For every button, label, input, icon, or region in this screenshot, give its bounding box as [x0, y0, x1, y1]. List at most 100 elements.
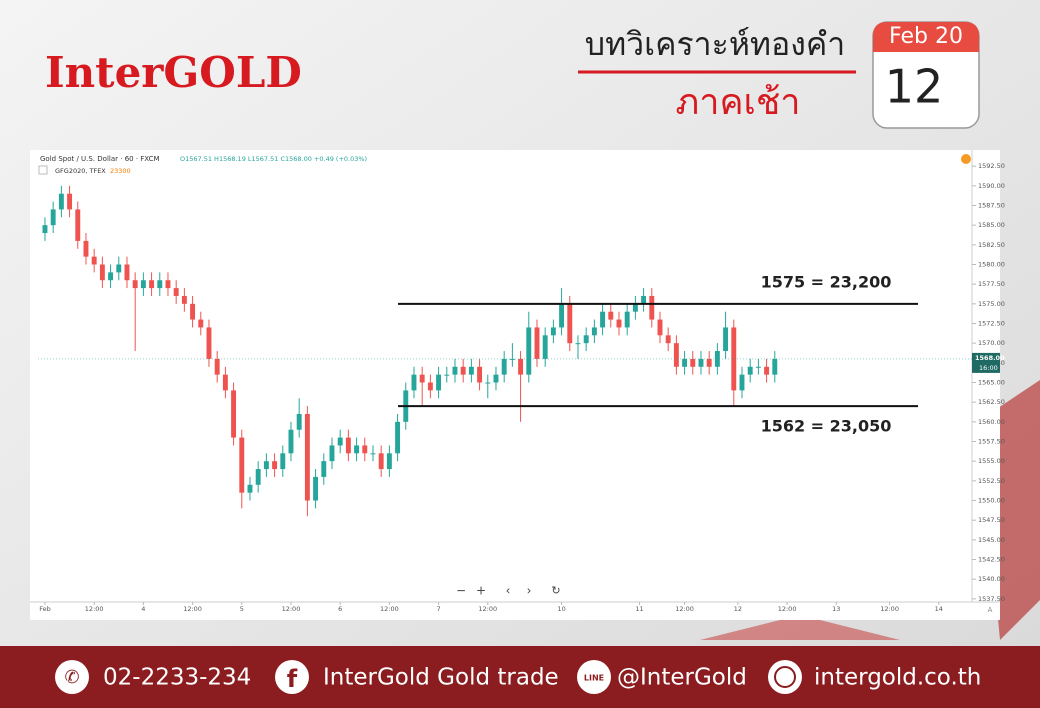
candle-body [99, 264, 105, 281]
x-tick-label: 12:00 [675, 605, 694, 613]
candle-body [157, 280, 163, 289]
candle-body [673, 343, 679, 367]
x-tick-label: 13 [832, 605, 840, 613]
candle-body [337, 437, 343, 446]
zoom-out[interactable]: − [456, 584, 466, 598]
zoom-in[interactable]: + [476, 584, 486, 598]
candle-body [427, 382, 433, 391]
last-price-label: 1568.00 [975, 354, 1005, 362]
facebook-icon [275, 660, 309, 694]
candle-body [280, 453, 286, 470]
candle-body [313, 476, 319, 501]
chart-title: Gold Spot / U.S. Dollar · 60 · FXCM [40, 155, 160, 163]
x-tick-label: 12:00 [85, 605, 104, 613]
level-label: 1562 = 23,050 [761, 417, 892, 436]
candle-body [657, 319, 663, 336]
candle-body [682, 358, 688, 367]
footer-bar [0, 646, 1040, 708]
candle-body [493, 374, 499, 383]
candle-body [173, 288, 179, 296]
candle-body [747, 366, 753, 375]
candle-body [214, 358, 220, 375]
line-icon [577, 660, 611, 694]
candle-body [485, 382, 491, 384]
candle-body [632, 303, 638, 312]
candle-body [444, 374, 450, 376]
candle-body [460, 366, 466, 375]
y-tick-label: 1575.00 [978, 300, 1005, 308]
x-tick-label: Feb [39, 605, 51, 613]
x-tick-label: 5 [240, 605, 244, 613]
x-tick-label: 7 [437, 605, 441, 613]
x-tick-label: 14 [935, 605, 943, 613]
candle-body [698, 358, 704, 367]
candle-body [222, 374, 228, 391]
x-tick-label: 12:00 [282, 605, 301, 613]
candle-body [591, 327, 597, 336]
x-tick-label: 10 [557, 605, 565, 613]
auto-scale[interactable]: A [988, 606, 993, 614]
calendar-month: Feb 20 [889, 24, 963, 49]
candle-body [354, 445, 360, 454]
candle-body [345, 437, 351, 454]
candle-body [362, 445, 368, 454]
reset[interactable]: ↻ [551, 584, 560, 597]
x-tick-label: 12:00 [380, 605, 399, 613]
candle-body [263, 461, 269, 470]
candle-body [436, 374, 442, 391]
candle-body [272, 461, 278, 470]
x-tick-label: 12:00 [880, 605, 899, 613]
chart-panel [30, 150, 1000, 620]
y-tick-label: 1570.00 [978, 339, 1005, 347]
candle-body [534, 327, 540, 359]
candle-body [723, 327, 729, 352]
y-tick-label: 1537.50 [978, 595, 1005, 603]
candle-body [600, 311, 606, 328]
indicator-name: GFG2020, TFEX [55, 167, 106, 175]
candle-body [370, 453, 376, 455]
candle-body [518, 358, 524, 375]
footer-website: intergold.co.th [814, 665, 981, 691]
x-tick-label: 11 [635, 605, 643, 613]
candle-body [452, 366, 458, 375]
candle-body [329, 445, 335, 462]
last-price-tag [972, 352, 1000, 373]
scroll-right[interactable]: › [527, 584, 532, 598]
candle-body [550, 327, 556, 336]
alert-icon[interactable] [961, 154, 971, 164]
candle-body [42, 225, 48, 234]
calendar-top [873, 22, 979, 52]
candle-body [395, 421, 401, 454]
facebook-glyph: f [287, 665, 298, 693]
y-tick-label: 1580.00 [978, 261, 1005, 269]
chart-controls: − + ‹ › ↻ A [456, 584, 993, 615]
logo: InterGOLD [45, 48, 302, 97]
candle-body [731, 327, 737, 391]
scroll-left[interactable]: ‹ [506, 584, 511, 598]
candle-body [624, 311, 630, 328]
candle-body [206, 327, 212, 359]
y-tick-label: 1560.00 [978, 418, 1005, 426]
candle-body [75, 209, 81, 241]
candle-body [181, 295, 187, 304]
candle-body [231, 390, 237, 438]
y-tick-label: 1590.00 [978, 182, 1005, 190]
y-tick-label: 1550.00 [978, 497, 1005, 505]
candle-body [140, 280, 146, 289]
footer-line: @InterGold [617, 665, 747, 691]
y-tick-label: 1592.50 [978, 162, 1005, 170]
candle-body [501, 358, 507, 375]
candle-body [255, 469, 261, 485]
x-tick-label: 6 [338, 605, 342, 613]
candle-body [411, 374, 417, 391]
candle-body [542, 335, 548, 359]
candle-body [50, 209, 56, 226]
candle-body [616, 319, 622, 328]
candle-body [772, 358, 778, 375]
candle-body [714, 351, 720, 367]
y-tick-label: 1565.00 [978, 379, 1005, 387]
collapse-button[interactable] [38, 165, 48, 175]
y-tick-label: 1587.50 [978, 201, 1005, 209]
